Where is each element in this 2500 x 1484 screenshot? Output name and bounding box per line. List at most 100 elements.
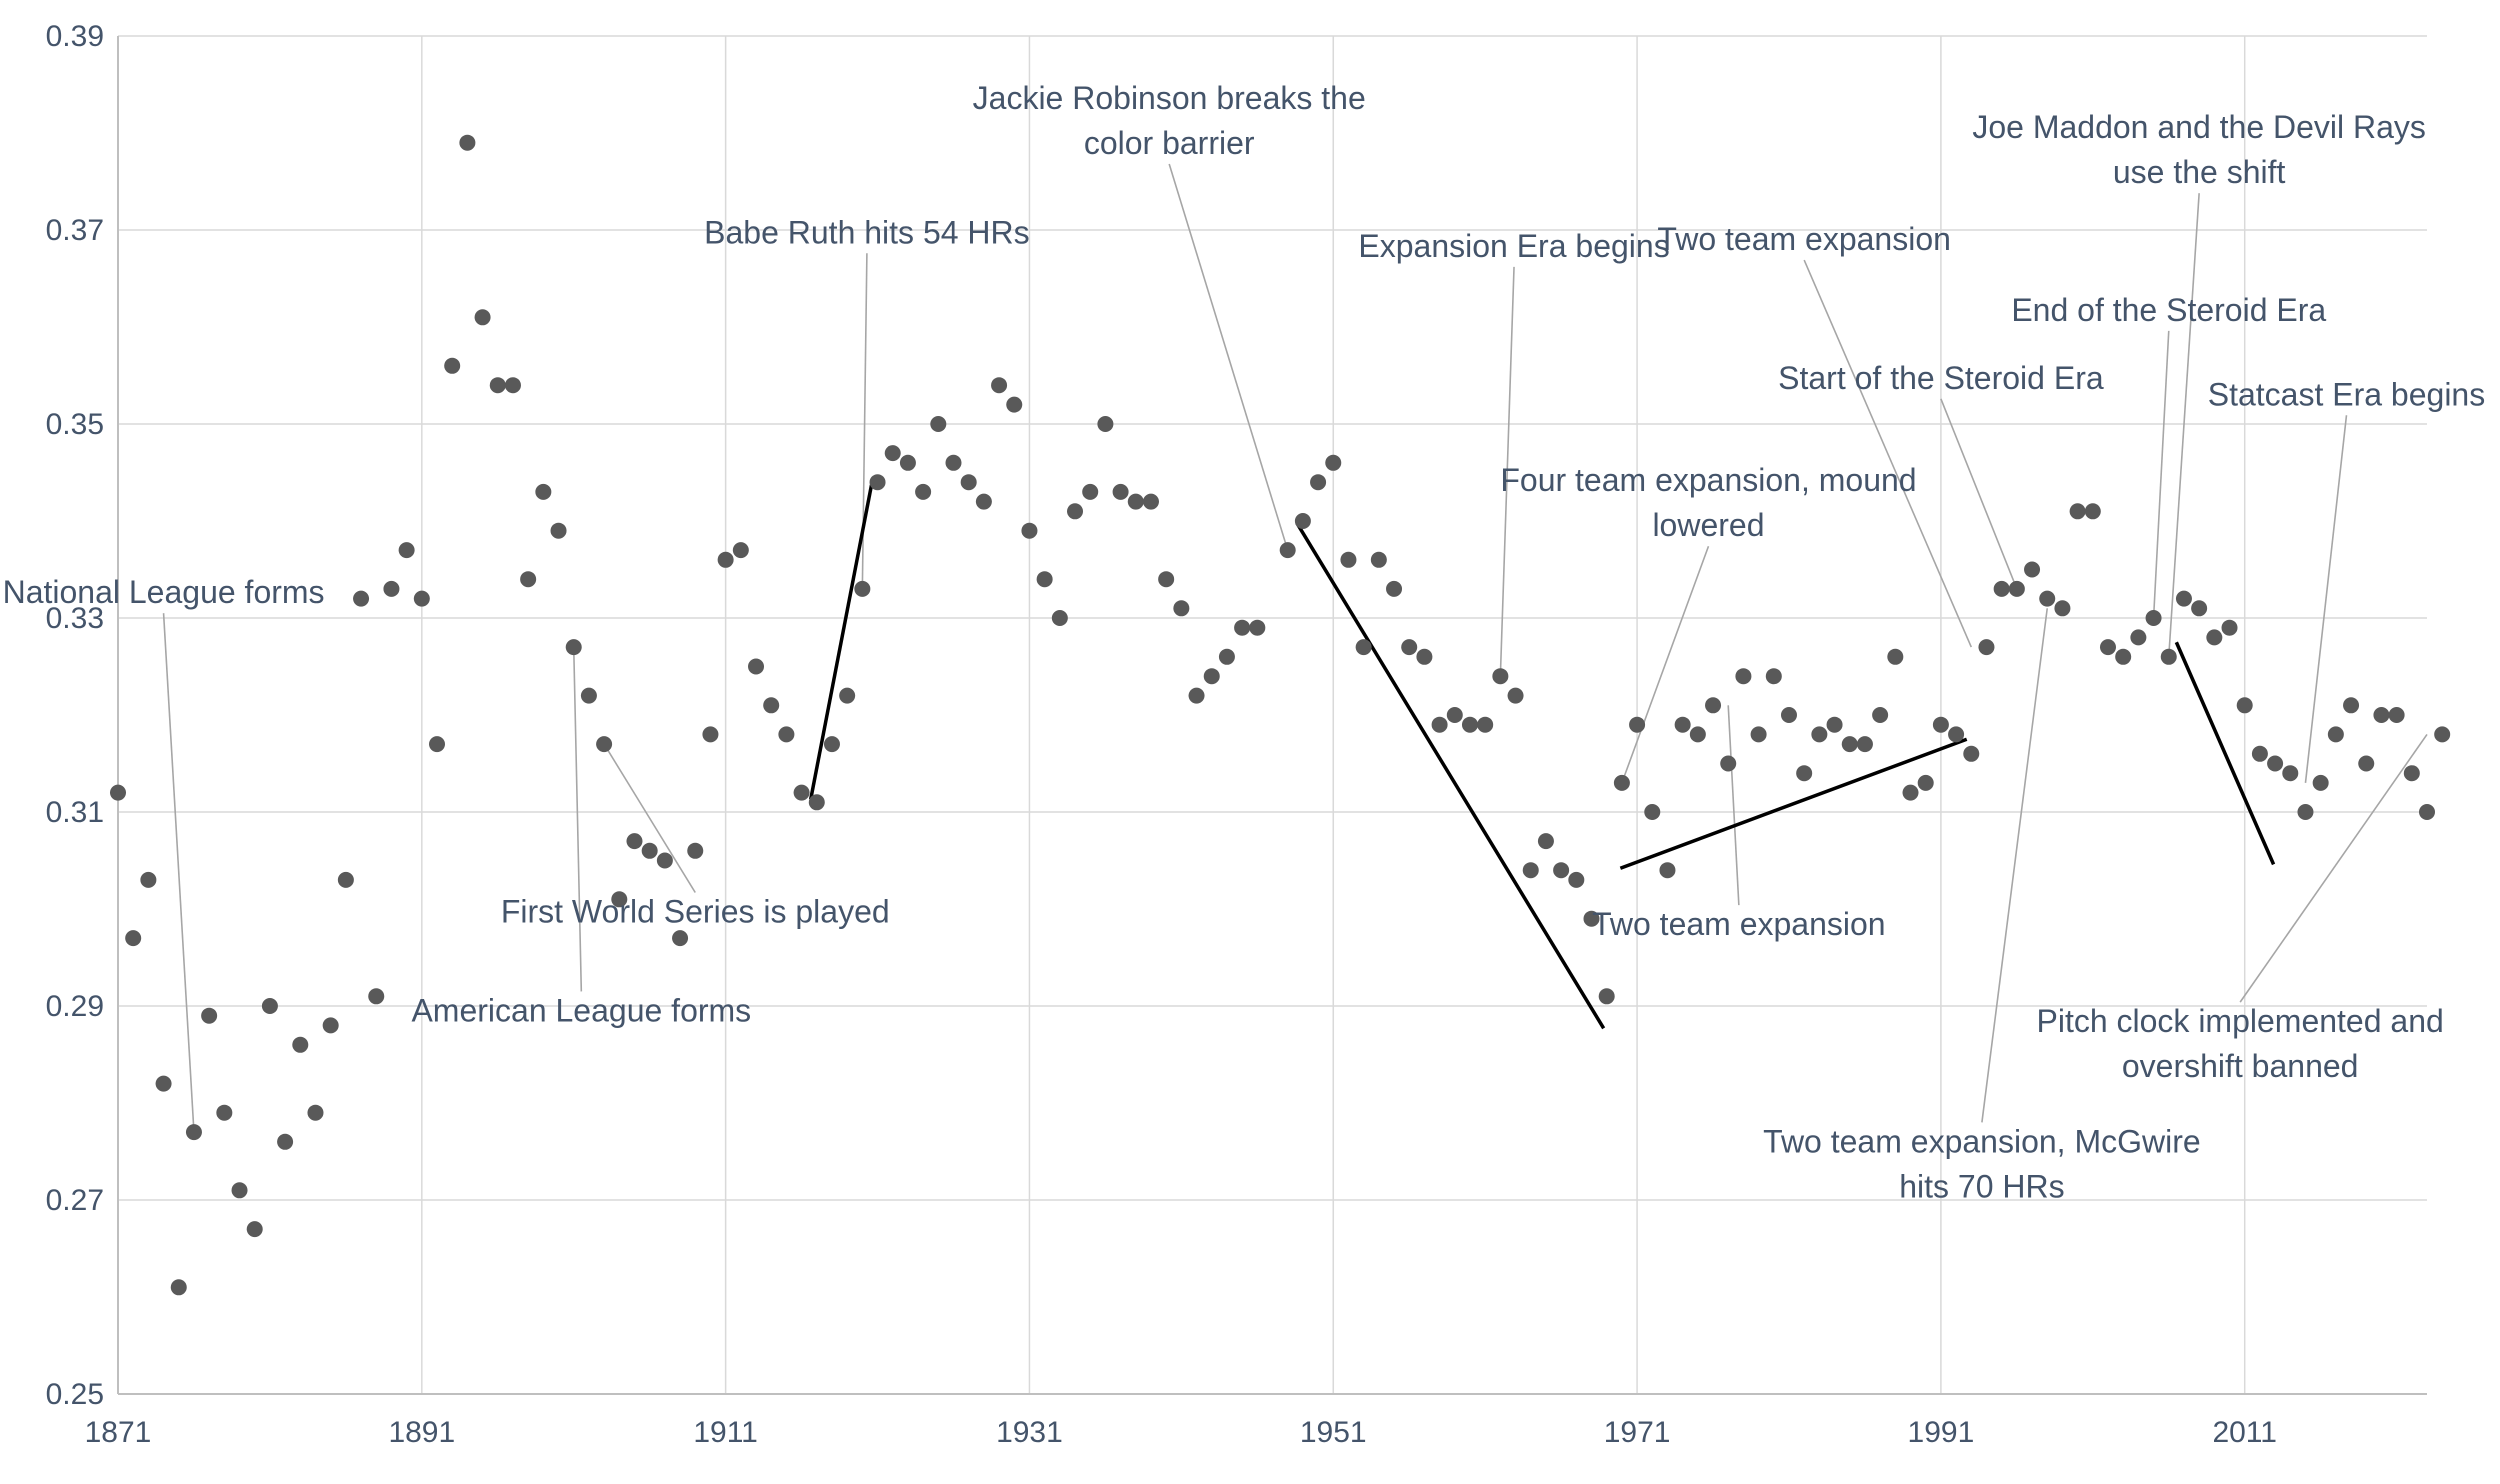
data-point (1294, 513, 1311, 529)
data-points (110, 134, 2451, 1296)
data-point (1872, 707, 1889, 723)
data-point (778, 726, 795, 743)
data-point (413, 590, 430, 607)
data-point (1249, 619, 1266, 636)
y-tick-label: 0.33 (46, 602, 104, 635)
data-point (520, 571, 537, 588)
data-point (504, 377, 521, 394)
data-point (246, 1221, 263, 1238)
data-point (1948, 726, 1965, 743)
annotation-leader-line (1621, 545, 1710, 784)
data-point (580, 687, 597, 704)
data-point (1887, 648, 1904, 665)
data-point (1841, 736, 1858, 753)
data-point (1629, 716, 1646, 733)
x-tick-label: 1891 (388, 1416, 455, 1449)
data-point (185, 1124, 202, 1141)
data-point (702, 726, 719, 743)
data-point (1461, 716, 1478, 733)
data-point (2312, 774, 2329, 791)
annotation-leader-line (2167, 193, 2200, 657)
data-point (1689, 726, 1706, 743)
data-point (2024, 561, 2041, 578)
data-point (2251, 745, 2268, 762)
x-tick-label: 2011 (2212, 1416, 2277, 1449)
data-point (1978, 639, 1995, 656)
data-point (1765, 668, 1782, 685)
x-tick-label: 1931 (996, 1416, 1063, 1449)
data-point (1826, 716, 1843, 733)
annotation-label: overshift banned (2122, 1048, 2359, 1084)
annotation-label: Start of the Steroid Era (1778, 360, 2104, 396)
annotation-label: Two team expansion, McGwire (1763, 1123, 2201, 1159)
annotation-label: Jackie Robinson breaks the (973, 80, 1366, 116)
data-point (1021, 522, 1038, 539)
data-point (2145, 610, 2162, 626)
data-point (307, 1104, 324, 1121)
annotation-label: Babe Ruth hits 54 HRs (704, 214, 1030, 250)
trend-line (808, 484, 874, 800)
data-point (459, 134, 476, 151)
annotation-label: National League forms (3, 574, 325, 610)
data-point (2039, 590, 2056, 607)
x-tick-label: 1911 (693, 1416, 758, 1449)
data-point (2358, 755, 2375, 772)
data-point (1568, 871, 1585, 888)
data-point (1932, 716, 1949, 733)
annotation-leader-line (162, 613, 195, 1133)
y-tick-label: 0.29 (46, 990, 104, 1023)
data-point (1492, 668, 1509, 685)
data-point (1902, 784, 1919, 801)
data-point (2206, 629, 2223, 646)
data-point (1598, 988, 1615, 1005)
annotation-leader-line (603, 743, 696, 893)
data-point (2221, 619, 2238, 636)
data-point (231, 1182, 248, 1199)
data-point (793, 784, 810, 801)
data-point (1051, 610, 1068, 626)
annotation-label: Four team expansion, mound (1500, 462, 1916, 498)
data-point (429, 736, 446, 753)
data-point (353, 590, 370, 607)
data-point (611, 891, 628, 908)
annotation-label: Two team expansion (1657, 221, 1951, 257)
data-point (368, 988, 385, 1005)
annotation-label: color barrier (1084, 125, 1255, 161)
x-tick-label: 1871 (85, 1416, 152, 1449)
data-point (2084, 503, 2101, 520)
data-point (1006, 396, 1023, 413)
data-point (565, 639, 582, 656)
data-point (854, 580, 871, 597)
data-point (1856, 736, 1873, 753)
data-point (550, 522, 567, 539)
data-point (1811, 726, 1828, 743)
x-tick-label: 1951 (1300, 1416, 1367, 1449)
annotation-label: lowered (1652, 507, 1764, 543)
data-point (2343, 697, 2360, 714)
annotation-leader-line (572, 647, 583, 992)
data-point (869, 474, 886, 491)
data-point (1082, 483, 1099, 500)
data-point (1218, 648, 1235, 665)
data-point (1340, 551, 1357, 568)
data-point (717, 551, 734, 568)
data-point (1355, 639, 1372, 656)
gridlines (118, 35, 2427, 1394)
annotation-leader-line (1727, 705, 1740, 906)
trend-line (2174, 641, 2276, 866)
data-point (292, 1036, 309, 1053)
data-point (2054, 600, 2071, 617)
data-point (839, 687, 856, 704)
annotation-leader-line (2239, 733, 2428, 1003)
annotation-leader-line (1499, 266, 1515, 677)
x-tick-label: 1971 (1604, 1416, 1671, 1449)
annotation-label: Two team expansion (1592, 906, 1886, 942)
data-point (277, 1133, 294, 1150)
annotation-label: First World Series is played (501, 894, 890, 930)
data-point (1279, 542, 1296, 559)
annotation-label: hits 70 HRs (1899, 1168, 2064, 1204)
data-point (641, 842, 658, 859)
data-point (1234, 619, 1251, 636)
annotation-label: End of the Steroid Era (2011, 292, 2326, 328)
